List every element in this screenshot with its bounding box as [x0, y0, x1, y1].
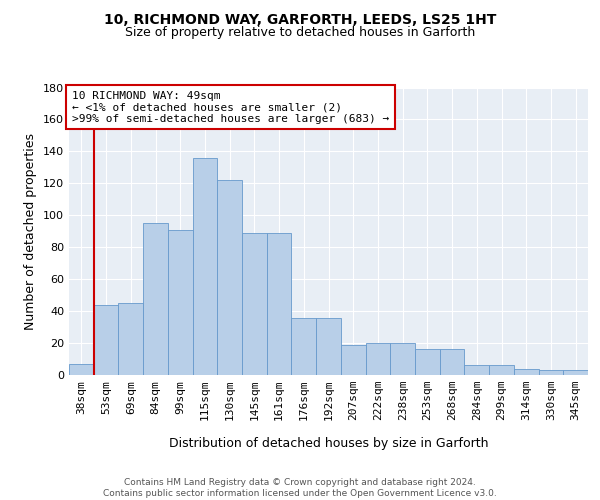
- Text: Size of property relative to detached houses in Garforth: Size of property relative to detached ho…: [125, 26, 475, 39]
- Text: Contains HM Land Registry data © Crown copyright and database right 2024.
Contai: Contains HM Land Registry data © Crown c…: [103, 478, 497, 498]
- Bar: [242, 233, 267, 375]
- Bar: [464, 366, 489, 375]
- Bar: [489, 366, 514, 375]
- Bar: [193, 158, 217, 375]
- Bar: [365, 343, 390, 375]
- Bar: [316, 318, 341, 375]
- Bar: [217, 180, 242, 375]
- Bar: [168, 230, 193, 375]
- Bar: [69, 364, 94, 375]
- Bar: [94, 304, 118, 375]
- Bar: [539, 370, 563, 375]
- Text: 10 RICHMOND WAY: 49sqm
← <1% of detached houses are smaller (2)
>99% of semi-det: 10 RICHMOND WAY: 49sqm ← <1% of detached…: [72, 90, 389, 124]
- Bar: [118, 303, 143, 375]
- Text: 10, RICHMOND WAY, GARFORTH, LEEDS, LS25 1HT: 10, RICHMOND WAY, GARFORTH, LEEDS, LS25 …: [104, 12, 496, 26]
- Bar: [267, 233, 292, 375]
- Text: Distribution of detached houses by size in Garforth: Distribution of detached houses by size …: [169, 438, 488, 450]
- Y-axis label: Number of detached properties: Number of detached properties: [25, 132, 37, 330]
- Bar: [514, 368, 539, 375]
- Bar: [440, 350, 464, 375]
- Bar: [563, 370, 588, 375]
- Bar: [143, 224, 168, 375]
- Bar: [415, 350, 440, 375]
- Bar: [292, 318, 316, 375]
- Bar: [341, 344, 365, 375]
- Bar: [390, 343, 415, 375]
